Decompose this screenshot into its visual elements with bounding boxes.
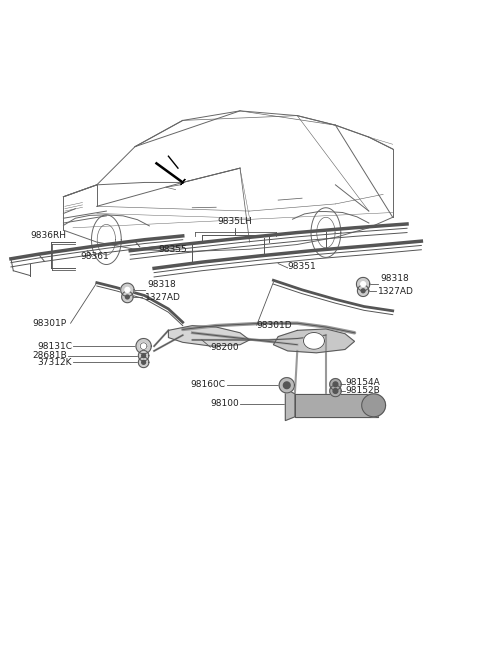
Text: 98301D: 98301D: [257, 321, 292, 329]
Polygon shape: [142, 354, 145, 358]
Polygon shape: [303, 333, 324, 349]
Polygon shape: [362, 394, 385, 417]
Polygon shape: [125, 287, 130, 292]
Polygon shape: [295, 394, 378, 417]
Polygon shape: [361, 281, 365, 287]
Polygon shape: [361, 289, 365, 293]
Text: 1327AD: 1327AD: [378, 287, 414, 296]
Text: 98160C: 98160C: [191, 380, 226, 389]
Text: 98318: 98318: [380, 274, 409, 283]
Polygon shape: [330, 385, 341, 397]
Polygon shape: [357, 277, 370, 291]
Polygon shape: [125, 295, 129, 299]
Text: 98200: 98200: [210, 342, 239, 352]
Text: 98152B: 98152B: [345, 386, 380, 394]
Polygon shape: [333, 388, 338, 394]
Text: 98351: 98351: [288, 262, 316, 272]
Text: 37312K: 37312K: [37, 358, 72, 367]
Text: 1327AD: 1327AD: [144, 293, 180, 302]
Text: 98318: 98318: [147, 280, 176, 289]
Polygon shape: [142, 360, 145, 364]
Polygon shape: [358, 285, 369, 297]
Polygon shape: [180, 179, 185, 185]
Polygon shape: [168, 325, 250, 346]
Polygon shape: [279, 378, 294, 393]
Polygon shape: [330, 379, 341, 390]
Polygon shape: [138, 350, 149, 361]
Text: 9835LH: 9835LH: [218, 217, 252, 226]
Text: 98131C: 98131C: [37, 342, 72, 351]
Polygon shape: [120, 283, 134, 297]
Polygon shape: [283, 382, 290, 388]
Text: 98301P: 98301P: [33, 319, 67, 328]
Text: 98100: 98100: [210, 399, 239, 408]
Text: 98154A: 98154A: [345, 378, 380, 387]
Text: 98355: 98355: [159, 245, 188, 254]
Text: 9836RH: 9836RH: [30, 231, 66, 239]
Text: 28681B: 28681B: [33, 351, 67, 359]
Polygon shape: [140, 343, 147, 350]
Polygon shape: [274, 329, 355, 353]
Polygon shape: [121, 291, 133, 302]
Polygon shape: [333, 382, 338, 386]
Text: 98361: 98361: [80, 252, 109, 261]
Polygon shape: [138, 357, 149, 367]
Polygon shape: [285, 389, 295, 420]
Polygon shape: [136, 338, 151, 354]
